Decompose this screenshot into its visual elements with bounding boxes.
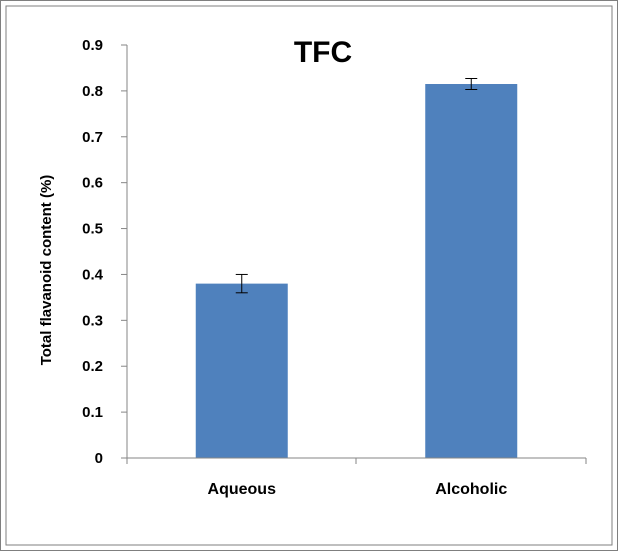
y-axis-ticks: 0 0.1 0.2 0.3 0.4 0.5 0.6 0.7 0.8 0.9 xyxy=(82,37,127,467)
category-labels: Aqueous Alcoholic xyxy=(208,481,508,498)
y-tick-label-1: 0.1 xyxy=(82,404,103,421)
y-tick-label-4: 0.4 xyxy=(82,266,104,283)
plot-frame xyxy=(5,5,613,546)
y-tick-label-7: 0.7 xyxy=(82,129,103,146)
category-label-aqueous: Aqueous xyxy=(208,481,277,498)
bar-alcoholic xyxy=(425,84,518,458)
y-tick-label-0: 0 xyxy=(95,450,103,467)
y-tick-label-5: 0.5 xyxy=(82,221,103,238)
y-tick-label-2: 0.2 xyxy=(82,358,103,375)
error-bars xyxy=(235,77,478,294)
category-label-alcoholic: Alcoholic xyxy=(435,481,507,498)
y-tick-label-6: 0.6 xyxy=(82,175,103,192)
y-axis-label: Total flavanoid content (%) xyxy=(38,175,55,366)
bars xyxy=(195,84,518,458)
chart-title: TFC xyxy=(294,36,352,69)
bar-aqueous xyxy=(195,283,288,458)
y-tick-label-3: 0.3 xyxy=(82,312,103,329)
y-tick-label-8: 0.8 xyxy=(82,83,103,100)
y-tick-label-9: 0.9 xyxy=(82,37,103,54)
